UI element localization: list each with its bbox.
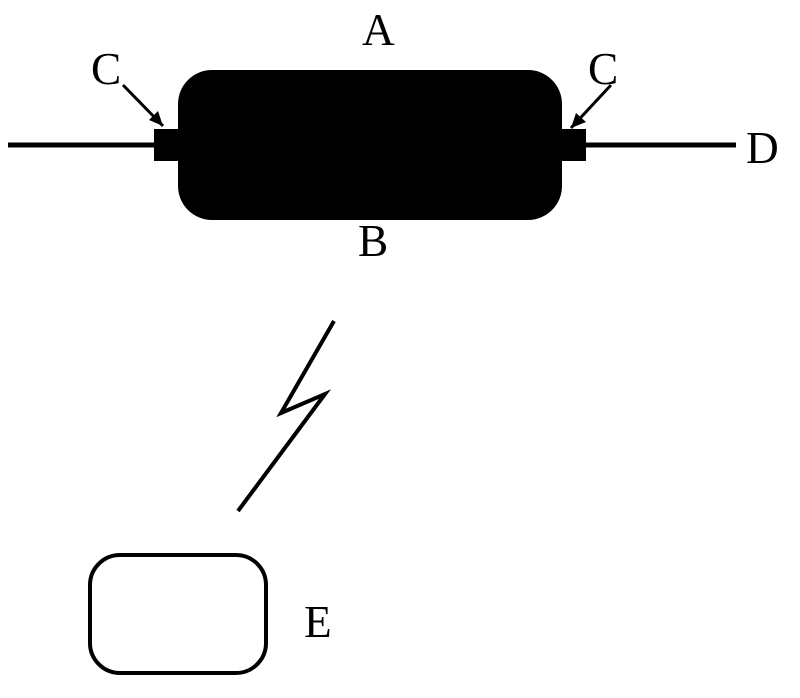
diagram-stage: A B C C D E (0, 0, 800, 698)
component-body (178, 70, 562, 220)
label-e: E (304, 596, 332, 648)
label-d: D (746, 122, 779, 174)
label-a: A (362, 4, 395, 56)
diagram-svg (0, 0, 800, 698)
label-b: B (358, 215, 388, 267)
label-c-left: C (91, 43, 121, 95)
label-c-right: C (588, 43, 618, 95)
receiver-box (90, 555, 266, 673)
antenna-bolt (238, 321, 334, 511)
